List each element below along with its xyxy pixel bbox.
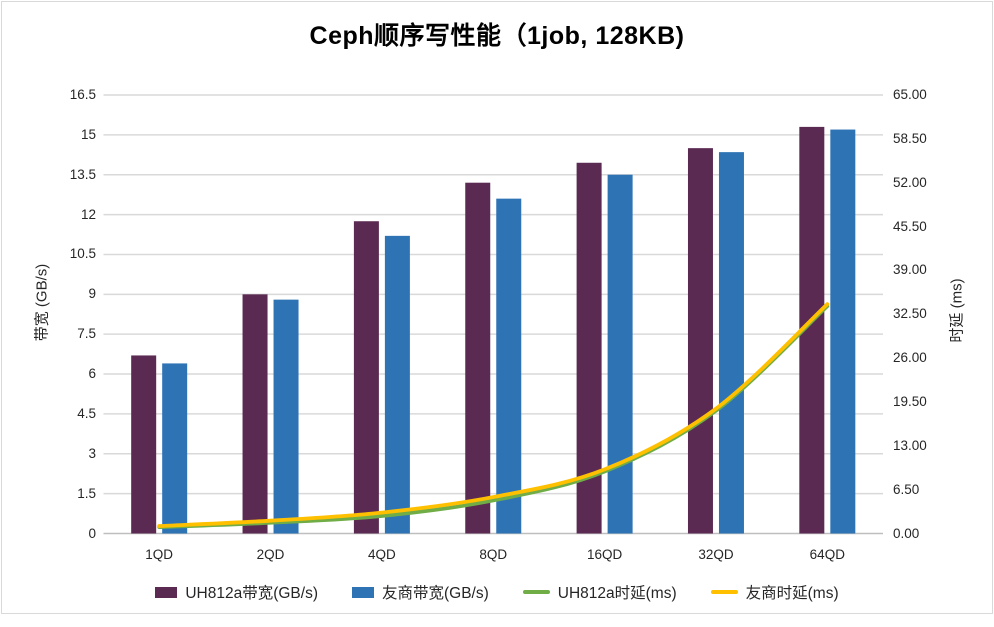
legend-line-swatch bbox=[522, 590, 550, 594]
legend-bar-swatch bbox=[155, 586, 178, 598]
y-tick-left: 3 bbox=[88, 445, 96, 461]
legend-item: UH812a时延(ms) bbox=[522, 581, 677, 603]
legend-label: UH812a带宽(GB/s) bbox=[185, 585, 318, 602]
bar-vendor-bandwidth bbox=[718, 152, 744, 534]
y-tick-right: 39.00 bbox=[893, 262, 927, 278]
y-tick-right: 0.00 bbox=[893, 525, 920, 541]
y-tick-left: 6 bbox=[88, 366, 96, 382]
bar-vendor-bandwidth bbox=[607, 174, 633, 534]
y-tick-right: 65.00 bbox=[893, 87, 927, 102]
y-tick-right: 45.50 bbox=[893, 218, 927, 234]
y-tick-left: 15 bbox=[80, 126, 96, 142]
bar-vendor-bandwidth bbox=[162, 363, 188, 534]
bar-vendor-bandwidth bbox=[273, 299, 299, 534]
y-tick-left: 10.5 bbox=[69, 246, 96, 262]
y-tick-left: 9 bbox=[88, 286, 96, 302]
bar-uh812a-bandwidth bbox=[353, 221, 379, 534]
legend-item: 友商时延(ms) bbox=[710, 581, 839, 603]
y-tick-right: 52.00 bbox=[893, 174, 927, 190]
y-tick-left: 13.5 bbox=[69, 166, 96, 182]
line-vendor-latency bbox=[157, 302, 830, 528]
bar-vendor-bandwidth bbox=[830, 129, 856, 534]
y-tick-right: 26.00 bbox=[893, 350, 927, 366]
legend-bar-swatch bbox=[352, 586, 374, 598]
y-tick-left: 4.5 bbox=[77, 405, 96, 421]
x-tick: 8QD bbox=[479, 547, 508, 562]
legend-item: UH812a带宽(GB/s) bbox=[155, 581, 318, 603]
y-tick-right: 58.50 bbox=[893, 130, 927, 146]
bar-uh812a-bandwidth bbox=[242, 294, 268, 534]
legend-label: 友商带宽(GB/s) bbox=[382, 585, 489, 602]
x-tick: 32QD bbox=[698, 547, 734, 562]
legend-item: 友商带宽(GB/s) bbox=[352, 581, 489, 603]
y-tick-right: 32.50 bbox=[893, 306, 927, 322]
bar-vendor-bandwidth bbox=[384, 235, 410, 534]
x-tick: 4QD bbox=[368, 547, 396, 562]
y-tick-right: 19.50 bbox=[893, 393, 927, 409]
bar-vendor-bandwidth bbox=[496, 198, 522, 534]
y-tick-right: 6.50 bbox=[893, 481, 920, 497]
y-tick-left: 1.5 bbox=[77, 485, 96, 501]
x-tick: 2QD bbox=[256, 547, 285, 562]
bar-uh812a-bandwidth bbox=[687, 148, 713, 534]
x-tick: 16QD bbox=[586, 547, 623, 562]
x-tick: 1QD bbox=[145, 547, 174, 562]
bar-uh812a-bandwidth bbox=[465, 182, 491, 534]
y-tick-left: 16.5 bbox=[69, 87, 96, 102]
y-tick-left: 7.5 bbox=[77, 326, 96, 342]
y-tick-left: 12 bbox=[80, 206, 96, 222]
legend: UH812a带宽(GB/s) 友商带宽(GB/s) UH812a时延(ms) 友商时延… bbox=[0, 581, 994, 603]
y-tick-left: 0 bbox=[88, 525, 96, 541]
legend-line-swatch bbox=[710, 590, 738, 594]
x-tick: 64QD bbox=[809, 547, 845, 562]
legend-label: UH812a时延(ms) bbox=[557, 585, 677, 602]
chart-title: Ceph顺序写性能（1job, 128KB) bbox=[309, 22, 685, 50]
bar-uh812a-bandwidth bbox=[131, 355, 157, 534]
legend-label: 友商时延(ms) bbox=[745, 585, 839, 602]
y-tick-right: 13.00 bbox=[893, 437, 927, 453]
